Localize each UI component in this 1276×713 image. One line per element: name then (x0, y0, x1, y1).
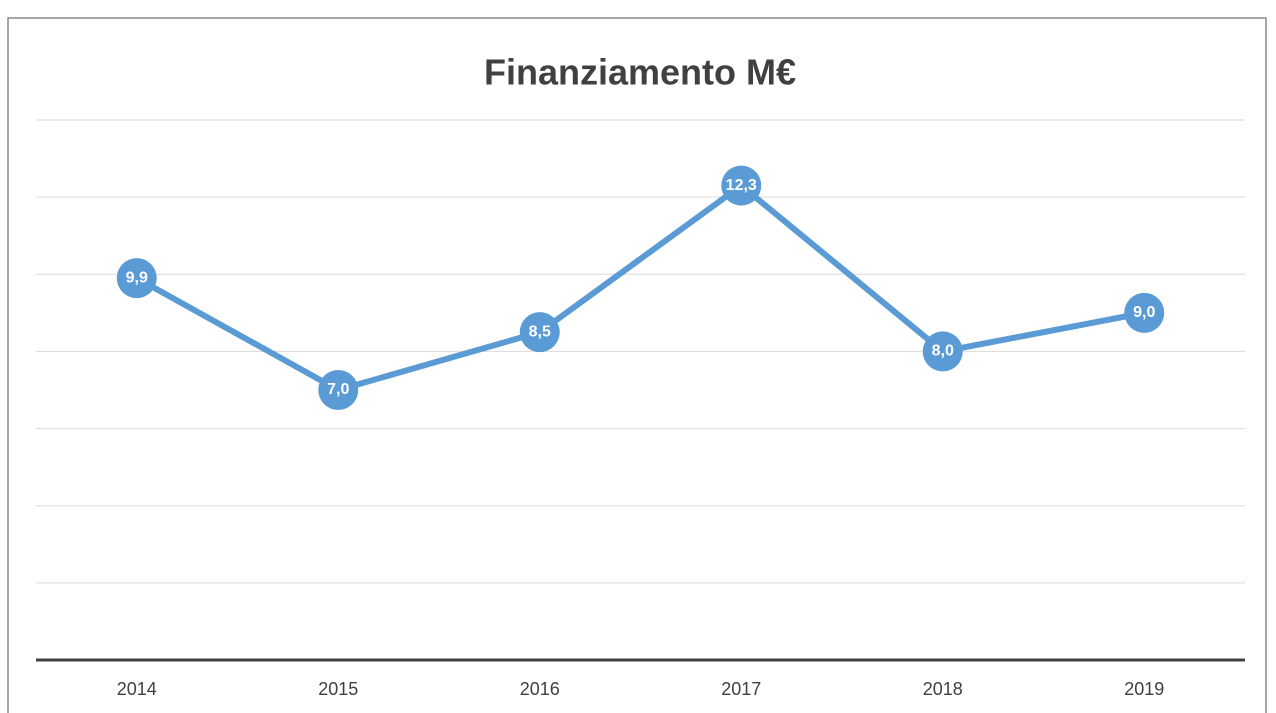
data-label: 8,0 (932, 343, 954, 360)
x-tick-label: 2014 (117, 679, 157, 699)
data-label: 7,0 (327, 381, 349, 398)
x-tick-label: 2019 (1124, 679, 1164, 699)
data-label: 9,9 (126, 269, 148, 286)
series-line (135, 182, 1145, 393)
data-point (922, 331, 963, 372)
data-point (116, 258, 157, 299)
x-tick-label: 2018 (923, 679, 963, 699)
data-label: 8,5 (529, 323, 551, 340)
chart-frame (7, 17, 1267, 713)
data-point (1124, 292, 1165, 333)
x-tick-label: 2017 (721, 679, 761, 699)
x-tick-label: 2015 (318, 679, 358, 699)
data-label: 12,3 (726, 177, 757, 194)
x-tick-label: 2016 (520, 679, 560, 699)
data-point (318, 370, 359, 410)
data-point (519, 312, 560, 353)
data-label: 9,0 (1133, 304, 1155, 321)
chart-title: Finanziamento M€ (484, 52, 796, 93)
data-point (721, 165, 762, 206)
